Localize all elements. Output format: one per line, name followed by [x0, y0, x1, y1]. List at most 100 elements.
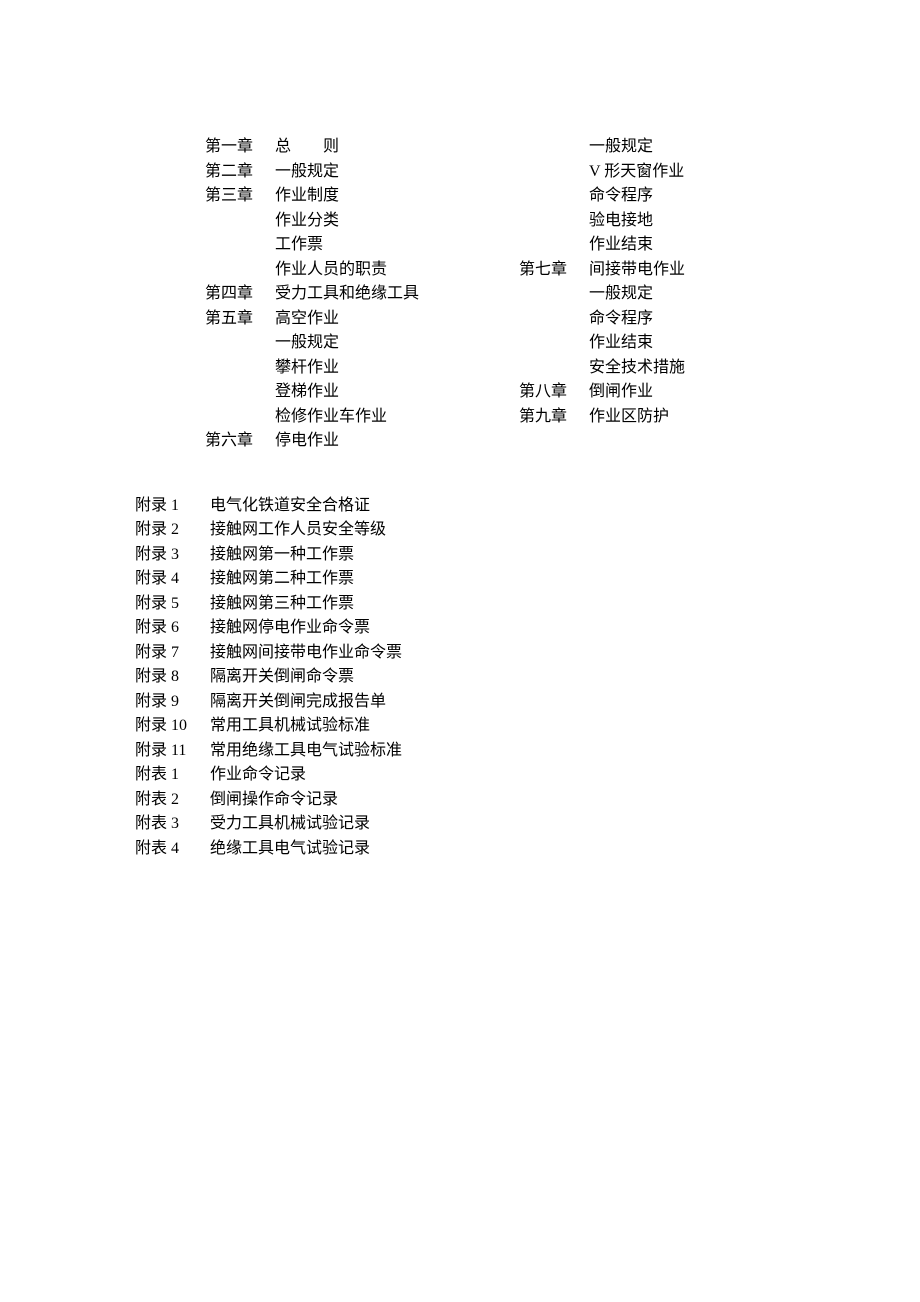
chapter-title: 作业结束 [589, 233, 685, 258]
appendix-label: 附表 4 [135, 837, 210, 862]
chapter-label: 第二章 [205, 160, 275, 185]
appendix-label: 附录 1 [135, 494, 210, 519]
appendix-label: 附录 8 [135, 665, 210, 690]
chapter-title: 一般规定 [275, 160, 419, 185]
chapter-label [205, 233, 275, 258]
appendix-title: 电气化铁道安全合格证 [210, 494, 820, 519]
chapter-label [205, 356, 275, 381]
chapter-label: 第五章 [205, 307, 275, 332]
appendix-title: 倒闸操作命令记录 [210, 788, 820, 813]
chapter-title: 总 则 [275, 135, 419, 160]
chapter-title: 作业结束 [589, 331, 685, 356]
chapter-title: 间接带电作业 [589, 258, 685, 283]
chapter-label [519, 135, 589, 160]
appendix-row: 附录 8 隔离开关倒闸命令票 [135, 665, 820, 690]
appendix-row: 附表 1 作业命令记录 [135, 763, 820, 788]
chapter-label [205, 258, 275, 283]
appendix-label: 附录 3 [135, 543, 210, 568]
chapter-title: V 形天窗作业 [589, 160, 685, 185]
chapter-title: 验电接地 [589, 209, 685, 234]
toc-row: 第九章 作业区防护 [519, 405, 685, 430]
chapter-label [519, 233, 589, 258]
chapter-label [519, 160, 589, 185]
toc-row: 命令程序 [519, 307, 685, 332]
appendix-title: 受力工具机械试验记录 [210, 812, 820, 837]
appendix-title: 接触网工作人员安全等级 [210, 518, 820, 543]
chapter-label [519, 356, 589, 381]
chapter-label [519, 307, 589, 332]
chapter-label [205, 380, 275, 405]
toc-row: 登梯作业 [205, 380, 419, 405]
appendix-title: 接触网第一种工作票 [210, 543, 820, 568]
chapter-title: 作业区防护 [589, 405, 685, 430]
chapter-title: 命令程序 [589, 307, 685, 332]
appendix-row: 附表 2 倒闸操作命令记录 [135, 788, 820, 813]
chapter-label [519, 331, 589, 356]
appendix-label: 附录 6 [135, 616, 210, 641]
toc-row: V 形天窗作业 [519, 160, 685, 185]
toc-row: 安全技术措施 [519, 356, 685, 381]
appendix-row: 附录 11 常用绝缘工具电气试验标准 [135, 739, 820, 764]
appendix-title: 常用工具机械试验标准 [210, 714, 820, 739]
chapter-label [519, 209, 589, 234]
chapter-title: 停电作业 [275, 429, 419, 454]
toc-row: 验电接地 [519, 209, 685, 234]
toc-row: 工作票 [205, 233, 419, 258]
toc-row: 一般规定 [519, 282, 685, 307]
toc-row: 一般规定 [519, 135, 685, 160]
toc-row: 第八章 倒闸作业 [519, 380, 685, 405]
chapter-title: 登梯作业 [275, 380, 419, 405]
toc-row: 第三章 作业制度 [205, 184, 419, 209]
toc-row: 第四章 受力工具和绝缘工具 [205, 282, 419, 307]
chapter-label [205, 405, 275, 430]
chapter-title: 工作票 [275, 233, 419, 258]
toc-row: 第一章 总 则 [205, 135, 419, 160]
appendix-label: 附表 1 [135, 763, 210, 788]
appendix-label: 附表 2 [135, 788, 210, 813]
appendix-label: 附录 7 [135, 641, 210, 666]
toc-right-column: 一般规定 V 形天窗作业 命令程序 验电接地 作业结束 第七章 间接带电作业 [519, 135, 685, 454]
chapter-label: 第八章 [519, 380, 589, 405]
appendix-row: 附录 6 接触网停电作业命令票 [135, 616, 820, 641]
appendix-row: 附录 2 接触网工作人员安全等级 [135, 518, 820, 543]
chapter-label [519, 282, 589, 307]
chapter-label [205, 209, 275, 234]
chapter-title: 作业制度 [275, 184, 419, 209]
toc-left-column: 第一章 总 则 第二章 一般规定 第三章 作业制度 作业分类 工作票 作业人 [205, 135, 419, 454]
toc-columns: 第一章 总 则 第二章 一般规定 第三章 作业制度 作业分类 工作票 作业人 [135, 135, 820, 454]
toc-row: 一般规定 [205, 331, 419, 356]
chapter-title: 一般规定 [589, 282, 685, 307]
appendix-label: 附录 4 [135, 567, 210, 592]
appendix-row: 附录 5 接触网第三种工作票 [135, 592, 820, 617]
chapter-label: 第一章 [205, 135, 275, 160]
appendix-label: 附录 11 [135, 739, 210, 764]
appendix-row: 附录 3 接触网第一种工作票 [135, 543, 820, 568]
chapter-label [205, 331, 275, 356]
appendix-title: 接触网第三种工作票 [210, 592, 820, 617]
toc-row: 第二章 一般规定 [205, 160, 419, 185]
appendix-title: 隔离开关倒闸命令票 [210, 665, 820, 690]
appendix-row: 附录 9 隔离开关倒闸完成报告单 [135, 690, 820, 715]
chapter-label: 第四章 [205, 282, 275, 307]
toc-row: 作业人员的职责 [205, 258, 419, 283]
appendix-row: 附表 4 绝缘工具电气试验记录 [135, 837, 820, 862]
chapter-label [519, 184, 589, 209]
appendix-row: 附录 7 接触网间接带电作业命令票 [135, 641, 820, 666]
toc-row: 作业分类 [205, 209, 419, 234]
appendix-row: 附录 1 电气化铁道安全合格证 [135, 494, 820, 519]
appendix-row: 附表 3 受力工具机械试验记录 [135, 812, 820, 837]
chapter-title: 攀杆作业 [275, 356, 419, 381]
chapter-title: 检修作业车作业 [275, 405, 419, 430]
chapter-title: 高空作业 [275, 307, 419, 332]
toc-row: 第五章 高空作业 [205, 307, 419, 332]
appendix-label: 附录 9 [135, 690, 210, 715]
toc-row: 作业结束 [519, 233, 685, 258]
appendix-title: 作业命令记录 [210, 763, 820, 788]
appendix-label: 附录 10 [135, 714, 210, 739]
appendix-title: 隔离开关倒闸完成报告单 [210, 690, 820, 715]
document-page: 第一章 总 则 第二章 一般规定 第三章 作业制度 作业分类 工作票 作业人 [0, 0, 920, 861]
appendix-label: 附表 3 [135, 812, 210, 837]
appendix-list: 附录 1 电气化铁道安全合格证 附录 2 接触网工作人员安全等级 附录 3 接触… [135, 494, 820, 862]
chapter-title: 作业人员的职责 [275, 258, 419, 283]
chapter-label: 第九章 [519, 405, 589, 430]
